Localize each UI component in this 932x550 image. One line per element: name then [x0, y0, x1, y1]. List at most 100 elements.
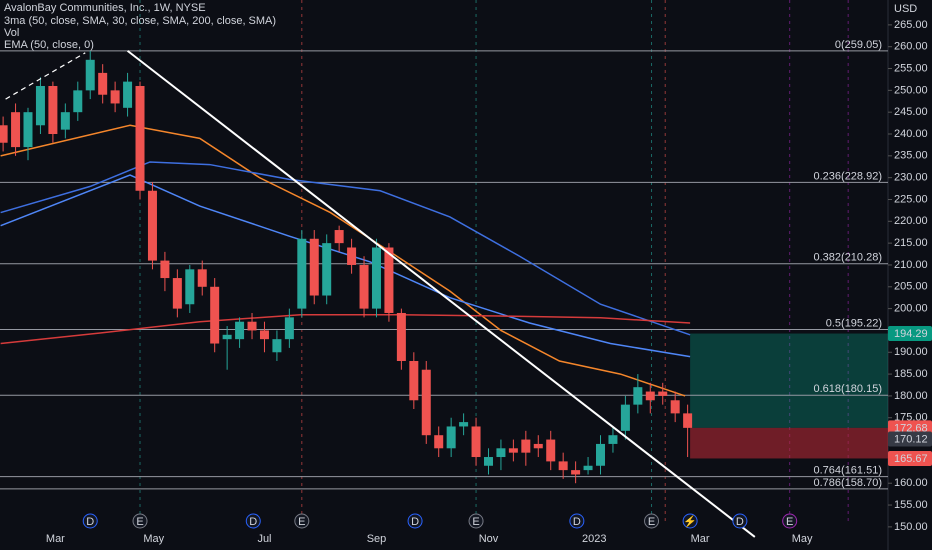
candle-body — [620, 404, 630, 431]
candle-body — [110, 90, 120, 104]
candle-body — [347, 247, 357, 265]
event-marker — [644, 513, 660, 529]
y-tick-label: 155.00 — [894, 499, 928, 511]
candle-body — [11, 112, 21, 148]
candle-body — [434, 435, 444, 449]
event-label: E — [786, 516, 793, 528]
candle-body — [222, 334, 232, 340]
price-label: 172.68 — [894, 422, 928, 434]
moving-average — [0, 174, 691, 358]
y-tick-label: 250.00 — [894, 84, 928, 96]
event-marker — [682, 513, 698, 529]
y-tick-label: 240.00 — [894, 128, 928, 140]
fib-label: 0.5(195.22) — [826, 317, 882, 329]
candle-body — [35, 85, 45, 126]
x-tick-label: Nov — [479, 533, 499, 545]
event-marker — [407, 513, 423, 529]
indicator: Vol — [4, 27, 19, 39]
candle-body — [0, 125, 8, 143]
candle-body — [645, 391, 655, 401]
candle-body — [247, 321, 257, 331]
candle-body — [409, 360, 419, 401]
candle-body — [297, 238, 307, 309]
x-tick-label: Mar — [691, 533, 710, 545]
candle-body — [259, 330, 269, 340]
candle-body — [359, 264, 369, 309]
y-tick-label: 185.00 — [894, 368, 928, 380]
price-label-box — [888, 450, 932, 466]
y-tick-label: 190.00 — [894, 346, 928, 358]
indicator: 3ma (50, close, SMA, 30, close, SMA, 200… — [4, 15, 276, 27]
candle-body — [371, 247, 381, 309]
candle-body — [396, 312, 406, 361]
candle-body — [284, 317, 294, 340]
y-tick-label: 220.00 — [894, 215, 928, 227]
candle-body — [546, 439, 556, 462]
fib-label: 0.382(210.28) — [814, 252, 883, 264]
y-tick-label: 230.00 — [894, 172, 928, 184]
event-marker — [782, 513, 798, 529]
x-tick-label: Jul — [257, 533, 271, 545]
candle-body — [384, 247, 394, 313]
candle-body — [670, 400, 680, 414]
candle-body — [633, 387, 643, 405]
trendline — [126, 50, 756, 538]
event-label: E — [298, 516, 305, 528]
candle-body — [459, 422, 469, 427]
candle-body — [596, 443, 606, 466]
currency: USD — [894, 3, 917, 15]
event-label: D — [411, 516, 419, 528]
event-label: E — [136, 516, 143, 528]
fib-label: 0(259.05) — [835, 39, 882, 51]
target-zone — [690, 333, 888, 428]
event-marker — [468, 513, 484, 529]
event-marker — [732, 513, 748, 529]
price-label-box — [888, 431, 932, 447]
candle-body — [309, 238, 319, 296]
y-tick-label: 200.00 — [894, 303, 928, 315]
candle-body — [583, 465, 593, 471]
y-tick-label: 235.00 — [894, 150, 928, 162]
candle-body — [98, 72, 108, 95]
y-tick-label: 180.00 — [894, 390, 928, 402]
price-label: 170.12 — [894, 433, 928, 445]
candle-body — [421, 369, 431, 436]
y-tick-label: 260.00 — [894, 41, 928, 53]
candle-body — [197, 269, 207, 287]
x-tick-label: May — [792, 533, 813, 545]
candle-body — [235, 321, 245, 340]
candle-body — [471, 426, 481, 458]
candle-body — [483, 457, 493, 466]
event-label: E — [472, 516, 479, 528]
y-tick-label: 205.00 — [894, 281, 928, 293]
y-tick-label: 225.00 — [894, 193, 928, 205]
x-tick-label: 2023 — [582, 533, 606, 545]
candle-body — [508, 448, 518, 453]
candle-body — [147, 190, 157, 261]
candle-body — [135, 85, 145, 191]
candle-body — [185, 269, 195, 305]
chart-title: AvalonBay Communities, Inc., 1W, NYSE — [4, 2, 206, 14]
price-label: 194.29 — [894, 328, 928, 340]
candle-body — [85, 59, 95, 91]
x-tick-label: May — [143, 533, 164, 545]
x-tick-label: Mar — [46, 533, 65, 545]
candle-body — [608, 435, 618, 444]
event-label: D — [86, 516, 94, 528]
candle-body — [334, 230, 344, 244]
fib-label: 0.236(228.92) — [814, 170, 883, 182]
event-label: ⚡ — [683, 515, 697, 528]
fib-label: 0.786(158.70) — [814, 477, 883, 489]
stop-zone — [690, 427, 888, 459]
event-marker — [82, 513, 98, 529]
y-tick-label: 160.00 — [894, 477, 928, 489]
price-label-box — [888, 326, 932, 342]
fib-label: 0.764(161.51) — [814, 465, 883, 477]
event-label: D — [573, 516, 581, 528]
candle-body — [48, 85, 58, 135]
price-label: 165.67 — [894, 453, 928, 465]
dashed-line — [5, 52, 86, 100]
candle-body — [160, 260, 170, 279]
indicator: EMA (50, close, 0) — [4, 39, 94, 51]
